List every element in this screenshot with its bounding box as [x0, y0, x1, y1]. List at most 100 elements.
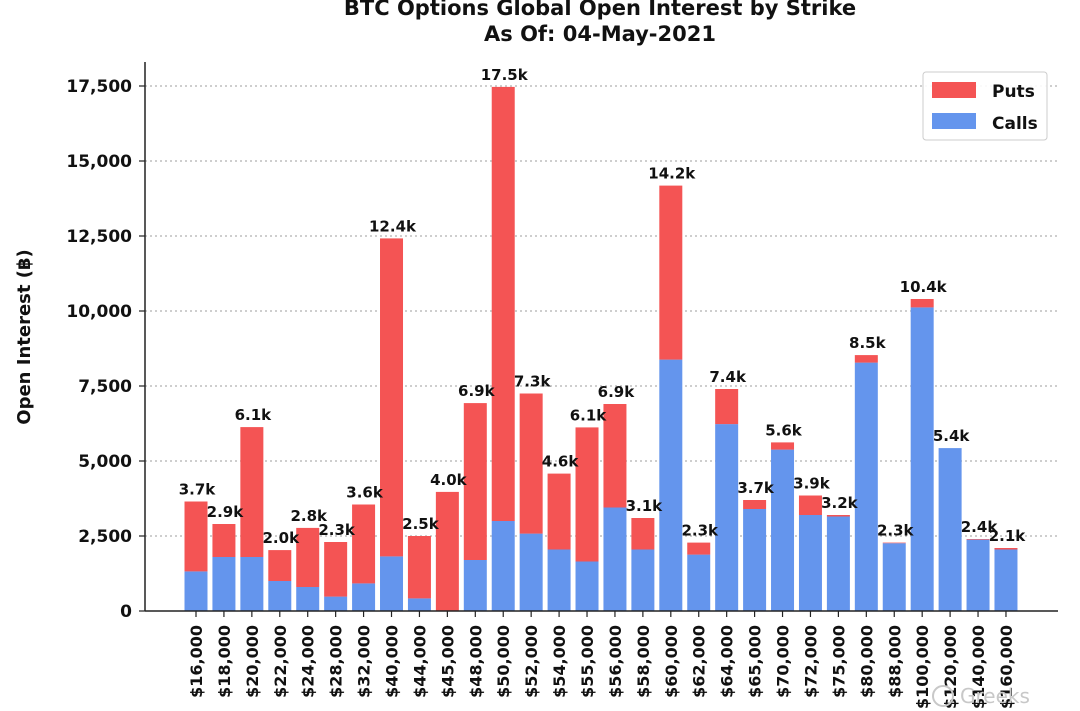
- x-tick-label: $88,000: [885, 625, 904, 698]
- x-tick-label: $40,000: [383, 625, 402, 698]
- x-axis-ticks: $16,000 $18,000 $20,000 $22,000 $24,000 $28,0…: [187, 611, 1016, 709]
- bar-calls: [380, 556, 404, 611]
- bar-total-label: 12.4k: [369, 217, 417, 235]
- bar-total-label: 10.4k: [900, 278, 948, 296]
- bar-total-label: 3.6k: [346, 484, 384, 502]
- x-tick-label: $140,000: [969, 625, 988, 709]
- bar-puts: [687, 542, 711, 555]
- x-tick-label: $160,000: [997, 625, 1016, 709]
- bar-total-label: 8.5k: [849, 334, 887, 352]
- x-tick-label: $64,000: [718, 625, 737, 698]
- y-tick-label: 12,500: [66, 227, 132, 247]
- x-tick-label: $18,000: [215, 625, 234, 698]
- bar-puts: [715, 389, 739, 425]
- bar-total-label: 6.1k: [235, 406, 273, 424]
- bar-puts: [184, 501, 208, 572]
- x-tick-label: $28,000: [327, 625, 346, 698]
- bar-calls: [631, 549, 655, 611]
- bar-calls: [659, 359, 683, 611]
- bar-calls: [352, 583, 376, 611]
- y-tick-label: 10,000: [66, 302, 132, 322]
- bar-puts: [491, 86, 515, 522]
- bar-puts: [547, 473, 571, 550]
- bar-calls: [771, 449, 795, 611]
- bar-puts: [296, 527, 320, 587]
- bar-puts: [659, 185, 683, 360]
- bar-puts: [324, 542, 348, 597]
- bar-calls: [463, 560, 487, 611]
- x-tick-label: $80,000: [857, 625, 876, 698]
- x-tick-label: $60,000: [662, 625, 681, 698]
- bar-calls: [798, 515, 822, 611]
- legend-label-puts: Puts: [992, 82, 1035, 102]
- bar-puts: [603, 404, 627, 508]
- x-tick-label: $120,000: [941, 625, 960, 709]
- x-tick-label: $50,000: [494, 625, 513, 698]
- bar-total-label: 3.9k: [793, 475, 831, 493]
- x-tick-label: $24,000: [299, 625, 318, 698]
- bar-total-label: 2.0k: [263, 529, 301, 547]
- x-tick-label: $55,000: [578, 625, 597, 698]
- x-tick-label: $48,000: [466, 625, 485, 698]
- y-tick-label: 2,500: [78, 527, 132, 547]
- x-tick-label: $65,000: [746, 625, 765, 698]
- y-axis-ticks: 0 2,500 5,000 7,500 10,000 12,500 15,000 17,500: [66, 77, 145, 622]
- x-tick-label: $32,000: [355, 625, 374, 698]
- y-tick-label: 5,000: [78, 452, 132, 472]
- bar-total-label: 4.0k: [430, 471, 468, 489]
- bar-total-label: 6.9k: [458, 382, 496, 400]
- bar-total-label: 4.6k: [542, 453, 580, 471]
- x-tick-label: $56,000: [606, 625, 625, 698]
- bar-total-label: 2.3k: [877, 522, 915, 540]
- bar-total-label: 2.9k: [207, 503, 245, 521]
- bar-calls: [938, 448, 962, 611]
- y-tick-label: 17,500: [66, 77, 132, 97]
- bar-puts: [380, 238, 404, 557]
- chart-title: BTC Options Global Open Interest by Stri…: [344, 0, 856, 20]
- watermark: Greeks: [932, 684, 1030, 708]
- bar-calls: [184, 571, 208, 611]
- bar-puts: [826, 515, 850, 517]
- y-tick-label: 7,500: [78, 377, 132, 397]
- bar-calls: [324, 596, 348, 611]
- x-tick-label: $52,000: [522, 625, 541, 698]
- bar-calls: [882, 543, 906, 611]
- bar-puts: [966, 539, 990, 540]
- bar-calls: [994, 549, 1018, 611]
- y-tick-label: 0: [120, 602, 132, 622]
- bar-calls: [519, 533, 543, 611]
- bar-calls: [575, 561, 599, 611]
- bar-puts: [575, 427, 599, 562]
- bars: [184, 86, 1018, 611]
- bar-puts: [910, 299, 934, 308]
- bar-calls: [966, 539, 990, 611]
- bar-calls: [407, 598, 431, 611]
- bar-puts: [352, 504, 376, 584]
- bar-puts: [407, 536, 431, 599]
- bar-calls: [547, 549, 571, 611]
- x-tick-label: $62,000: [690, 625, 709, 698]
- bar-calls: [715, 424, 739, 611]
- bar-total-label: 6.1k: [570, 406, 608, 424]
- legend-label-calls: Calls: [992, 114, 1038, 134]
- bar-total-label: 14.2k: [648, 165, 696, 183]
- legend: Puts Calls: [922, 71, 1048, 141]
- bar-total-label: 2.1k: [989, 527, 1027, 545]
- bar-puts: [743, 500, 767, 509]
- chart-subtitle: As Of: 04-May-2021: [484, 22, 716, 46]
- bar-total-label: 3.2k: [821, 494, 859, 512]
- bar-calls: [491, 521, 515, 611]
- bar-total-label: 2.3k: [318, 521, 356, 539]
- bar-total-label: 2.3k: [681, 522, 719, 540]
- x-tick-label: $20,000: [243, 625, 262, 698]
- x-tick-label: $58,000: [634, 625, 653, 698]
- bar-calls: [268, 581, 292, 611]
- bar-total-label: 5.4k: [933, 427, 971, 445]
- y-axis-label: Open Interest (฿): [14, 249, 35, 424]
- bar-calls: [743, 509, 767, 611]
- bar-puts: [771, 442, 795, 450]
- bar-puts: [882, 542, 906, 544]
- y-tick-label: 15,000: [66, 152, 132, 172]
- bar-calls: [240, 557, 264, 611]
- x-tick-label: $22,000: [271, 625, 290, 698]
